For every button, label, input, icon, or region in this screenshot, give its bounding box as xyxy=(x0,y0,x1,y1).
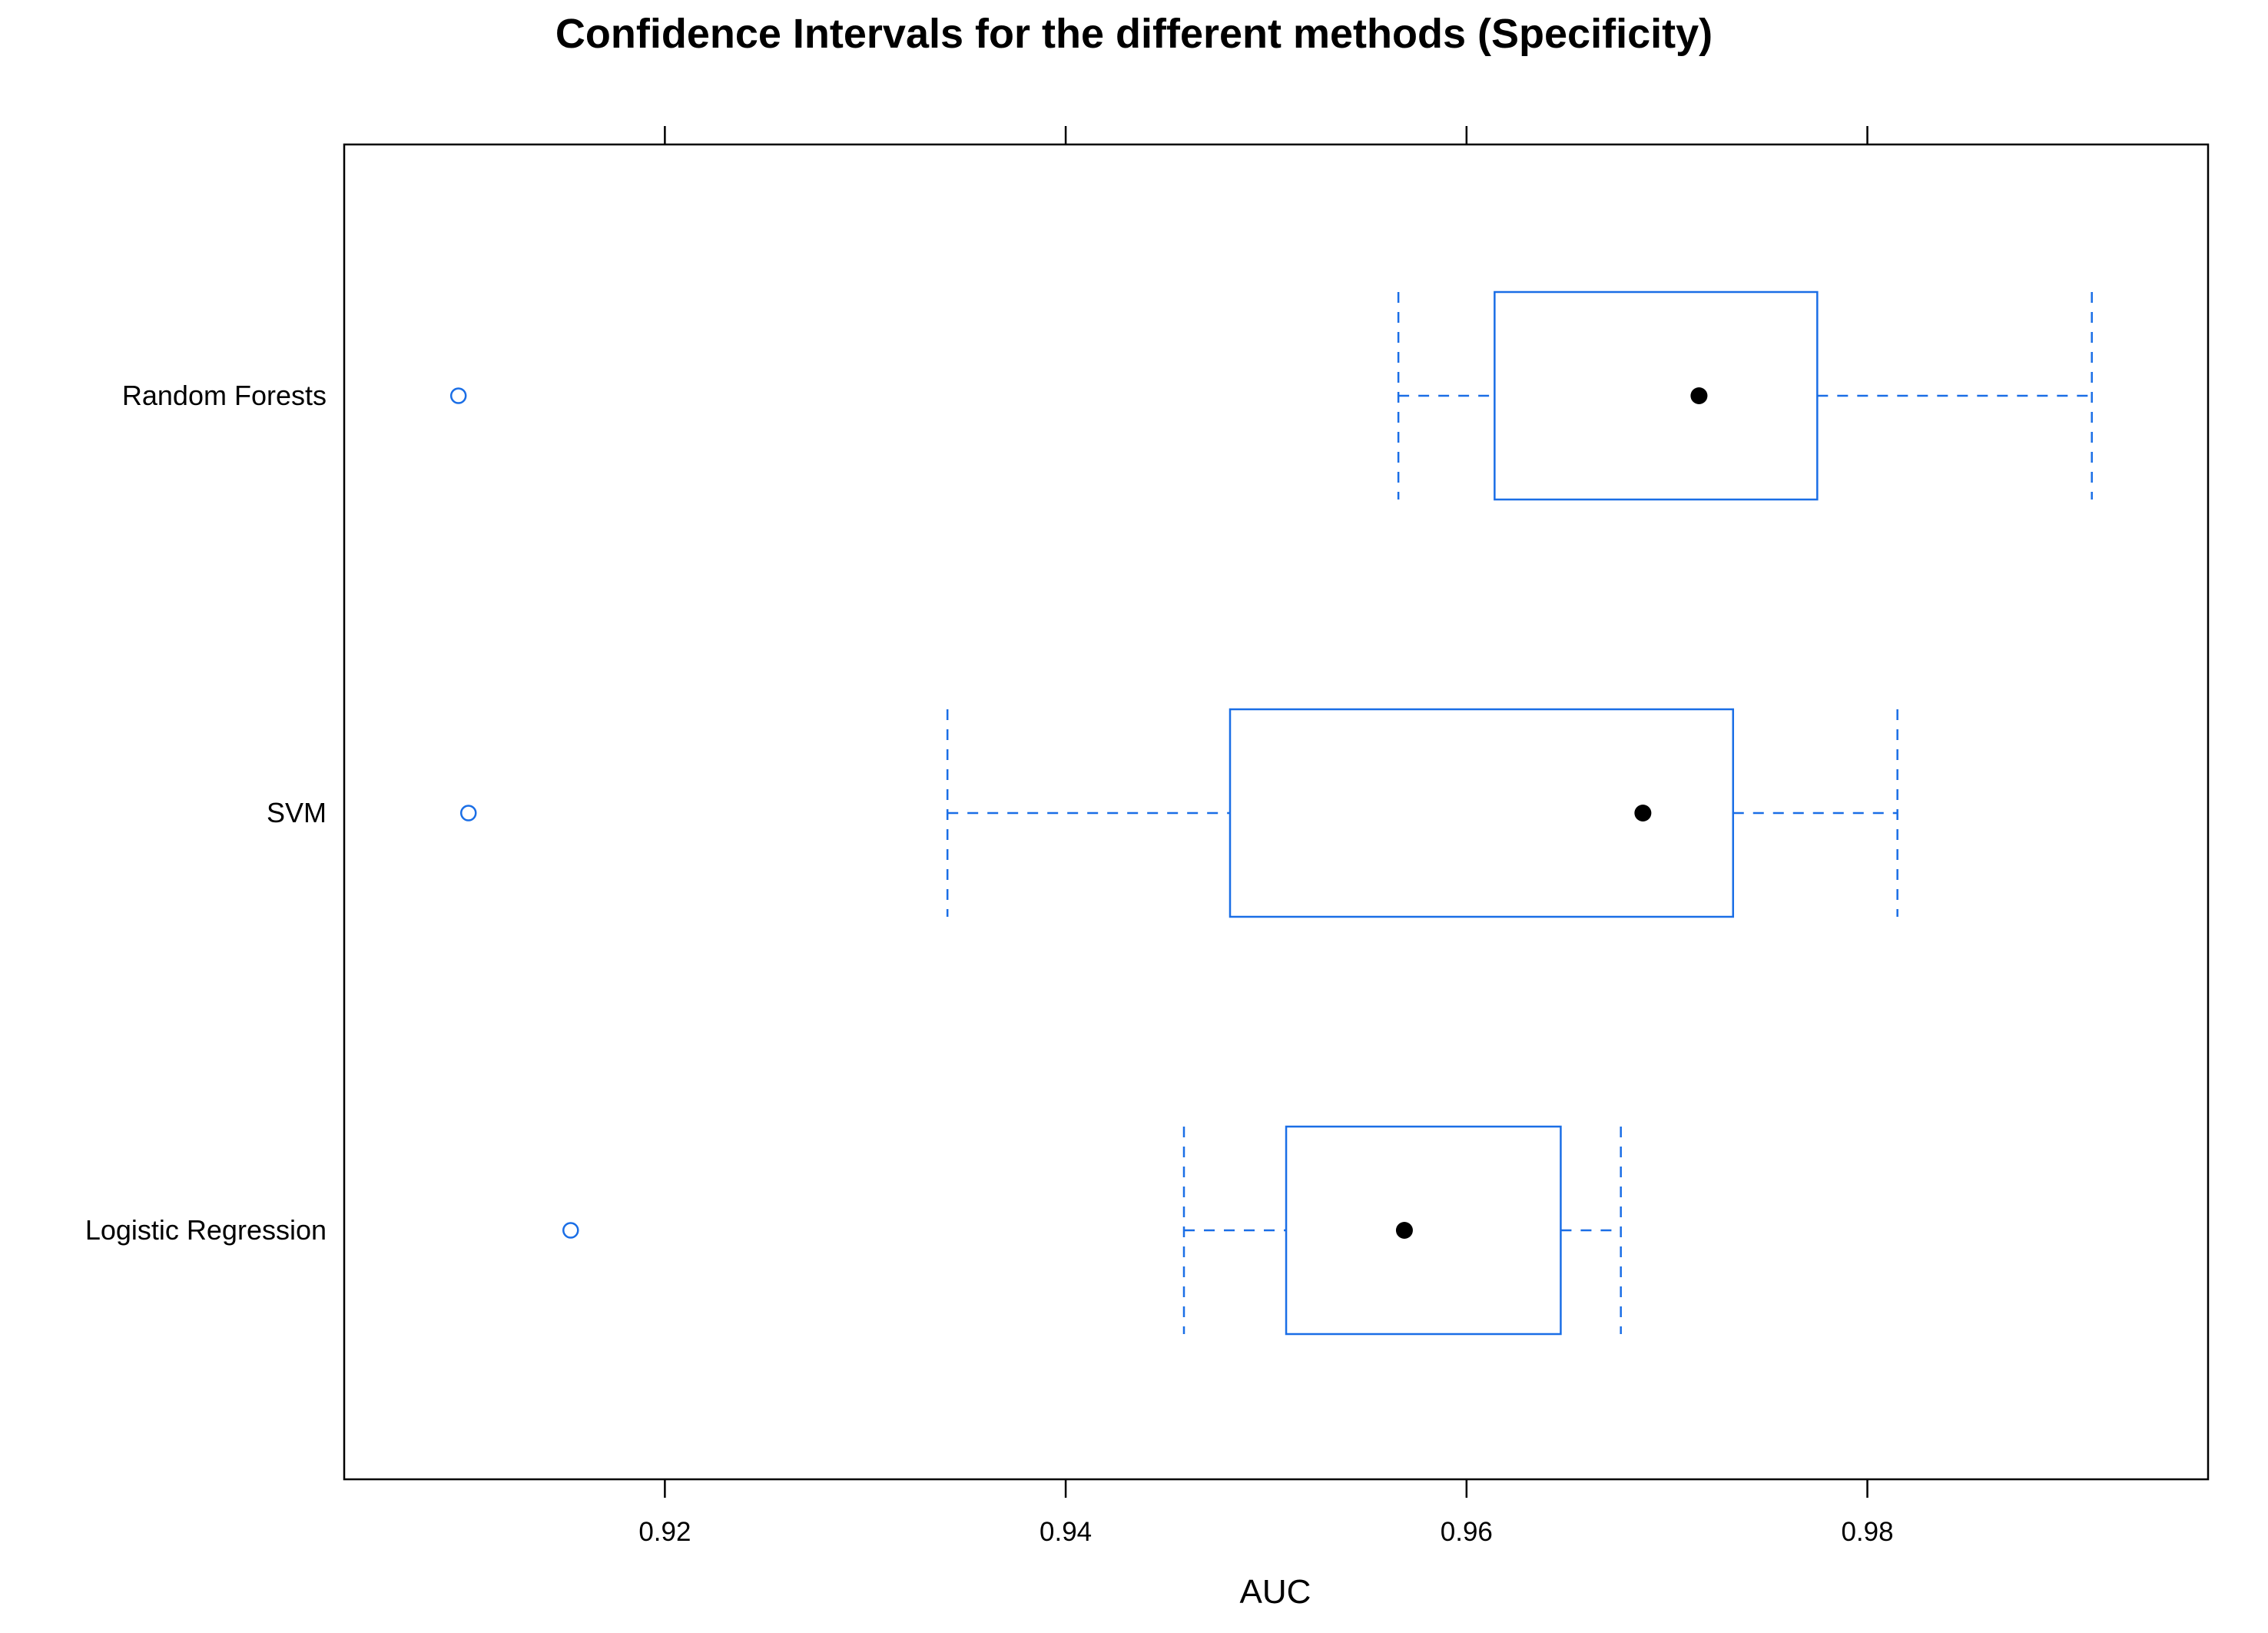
outlier-point xyxy=(459,805,477,821)
x-tick-label: 0.96 xyxy=(1441,1517,1493,1547)
plot-frame xyxy=(343,143,2210,1481)
box-iqr xyxy=(1494,290,1819,501)
box-group xyxy=(562,1125,1622,1336)
category-label: Logistic Regression xyxy=(85,1214,327,1246)
top-ticks xyxy=(664,126,1868,144)
category-label: Random Forests xyxy=(122,380,327,411)
boxes-layer xyxy=(449,290,2093,1336)
outlier-point xyxy=(562,1222,579,1239)
median-dot xyxy=(1395,1222,1413,1239)
x-tick-label: 0.92 xyxy=(638,1517,691,1547)
median-dot xyxy=(1690,387,1708,404)
x-axis-label: AUC xyxy=(1240,1573,1311,1611)
x-tick-labels: 0.92 0.94 0.96 0.98 xyxy=(638,1517,1893,1547)
chart-title: Confidence Intervals for the different m… xyxy=(555,11,1713,57)
category-labels: Random Forests SVM Logistic Regression xyxy=(85,380,327,1246)
x-tick-label: 0.98 xyxy=(1841,1517,1893,1547)
box-iqr xyxy=(1285,1125,1562,1336)
median-dot xyxy=(1634,805,1652,821)
outlier-point xyxy=(449,387,467,404)
x-tick-label: 0.94 xyxy=(1040,1517,1092,1547)
category-label: SVM xyxy=(267,797,327,828)
box-iqr xyxy=(1228,708,1735,918)
box-group xyxy=(449,290,2093,501)
bottom-ticks xyxy=(664,1479,1868,1498)
box-group xyxy=(459,708,1898,918)
